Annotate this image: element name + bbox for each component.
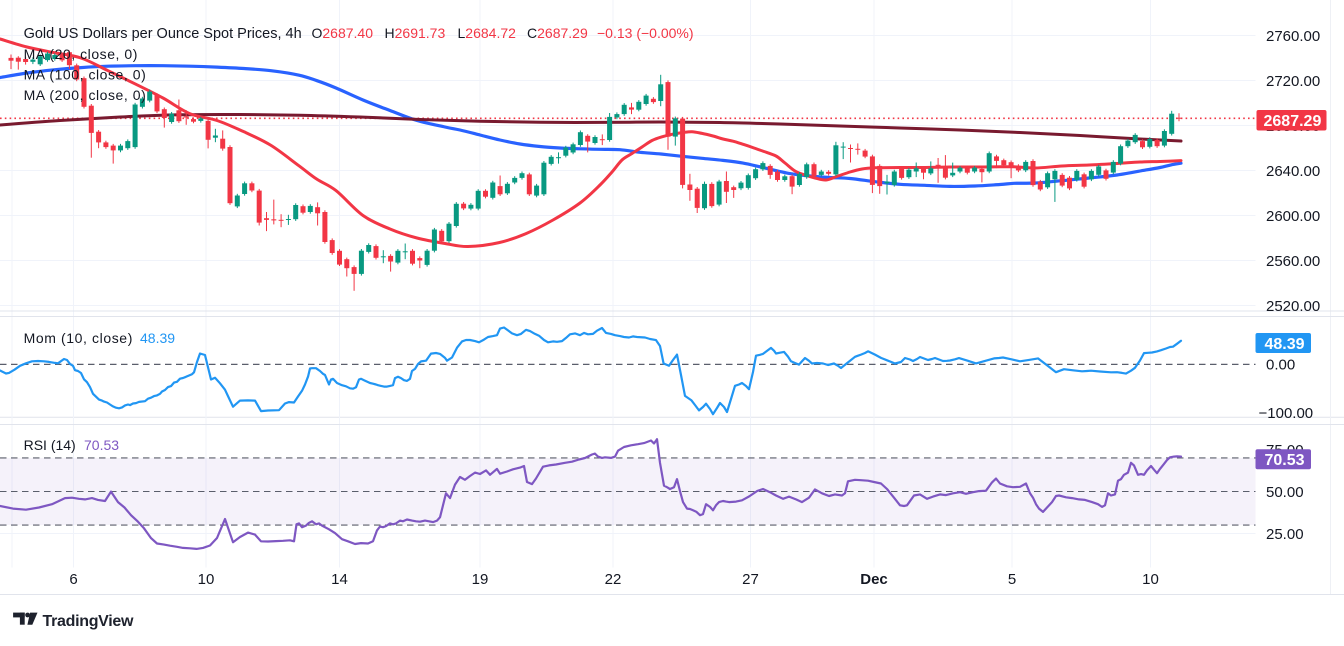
svg-text:−0.13 (−0.00%): −0.13 (−0.00%) <box>597 25 694 41</box>
svg-text:−100.00: −100.00 <box>1259 405 1314 422</box>
svg-text:10: 10 <box>198 571 215 588</box>
svg-text:22: 22 <box>605 571 622 588</box>
svg-text:50.00: 50.00 <box>1266 484 1304 501</box>
svg-text:6: 6 <box>69 571 77 588</box>
svg-text:H2691.73: H2691.73 <box>385 25 446 41</box>
svg-text:2760.00: 2760.00 <box>1266 28 1320 45</box>
svg-text:MA (100, close, 0): MA (100, close, 0) <box>24 67 147 83</box>
svg-text:2600.00: 2600.00 <box>1266 208 1320 225</box>
svg-text:Gold US Dollars per Ounce Spot: Gold US Dollars per Ounce Spot Prices, 4… <box>24 26 302 42</box>
svg-text:25.00: 25.00 <box>1266 526 1304 543</box>
svg-text:2720.00: 2720.00 <box>1266 73 1320 90</box>
svg-text:27: 27 <box>742 571 759 588</box>
svg-text:TradingView: TradingView <box>43 613 135 630</box>
svg-text:70.53: 70.53 <box>1265 452 1305 469</box>
svg-text:Mom (10, close): Mom (10, close) <box>24 330 133 346</box>
svg-text:O2687.40: O2687.40 <box>312 25 374 41</box>
svg-text:48.39: 48.39 <box>1265 336 1305 353</box>
svg-text:RSI (14): RSI (14) <box>24 437 76 453</box>
svg-text:2640.00: 2640.00 <box>1266 163 1320 180</box>
svg-text:L2684.72: L2684.72 <box>458 25 517 41</box>
svg-text:19: 19 <box>472 571 489 588</box>
svg-text:MA (200, close, 0): MA (200, close, 0) <box>24 87 147 103</box>
svg-text:5: 5 <box>1008 571 1016 588</box>
svg-text:2560.00: 2560.00 <box>1266 253 1320 270</box>
svg-text:2687.29: 2687.29 <box>1264 113 1322 130</box>
svg-text:C2687.29: C2687.29 <box>527 25 588 41</box>
svg-text:Dec: Dec <box>860 571 888 588</box>
svg-text:70.53: 70.53 <box>84 437 119 453</box>
svg-text:2520.00: 2520.00 <box>1266 298 1320 315</box>
svg-text:48.39: 48.39 <box>140 330 175 346</box>
svg-text:MA (20, close, 0): MA (20, close, 0) <box>24 46 138 62</box>
svg-text:10: 10 <box>1142 571 1159 588</box>
svg-text:14: 14 <box>331 571 348 588</box>
svg-text:0.00: 0.00 <box>1266 357 1295 374</box>
